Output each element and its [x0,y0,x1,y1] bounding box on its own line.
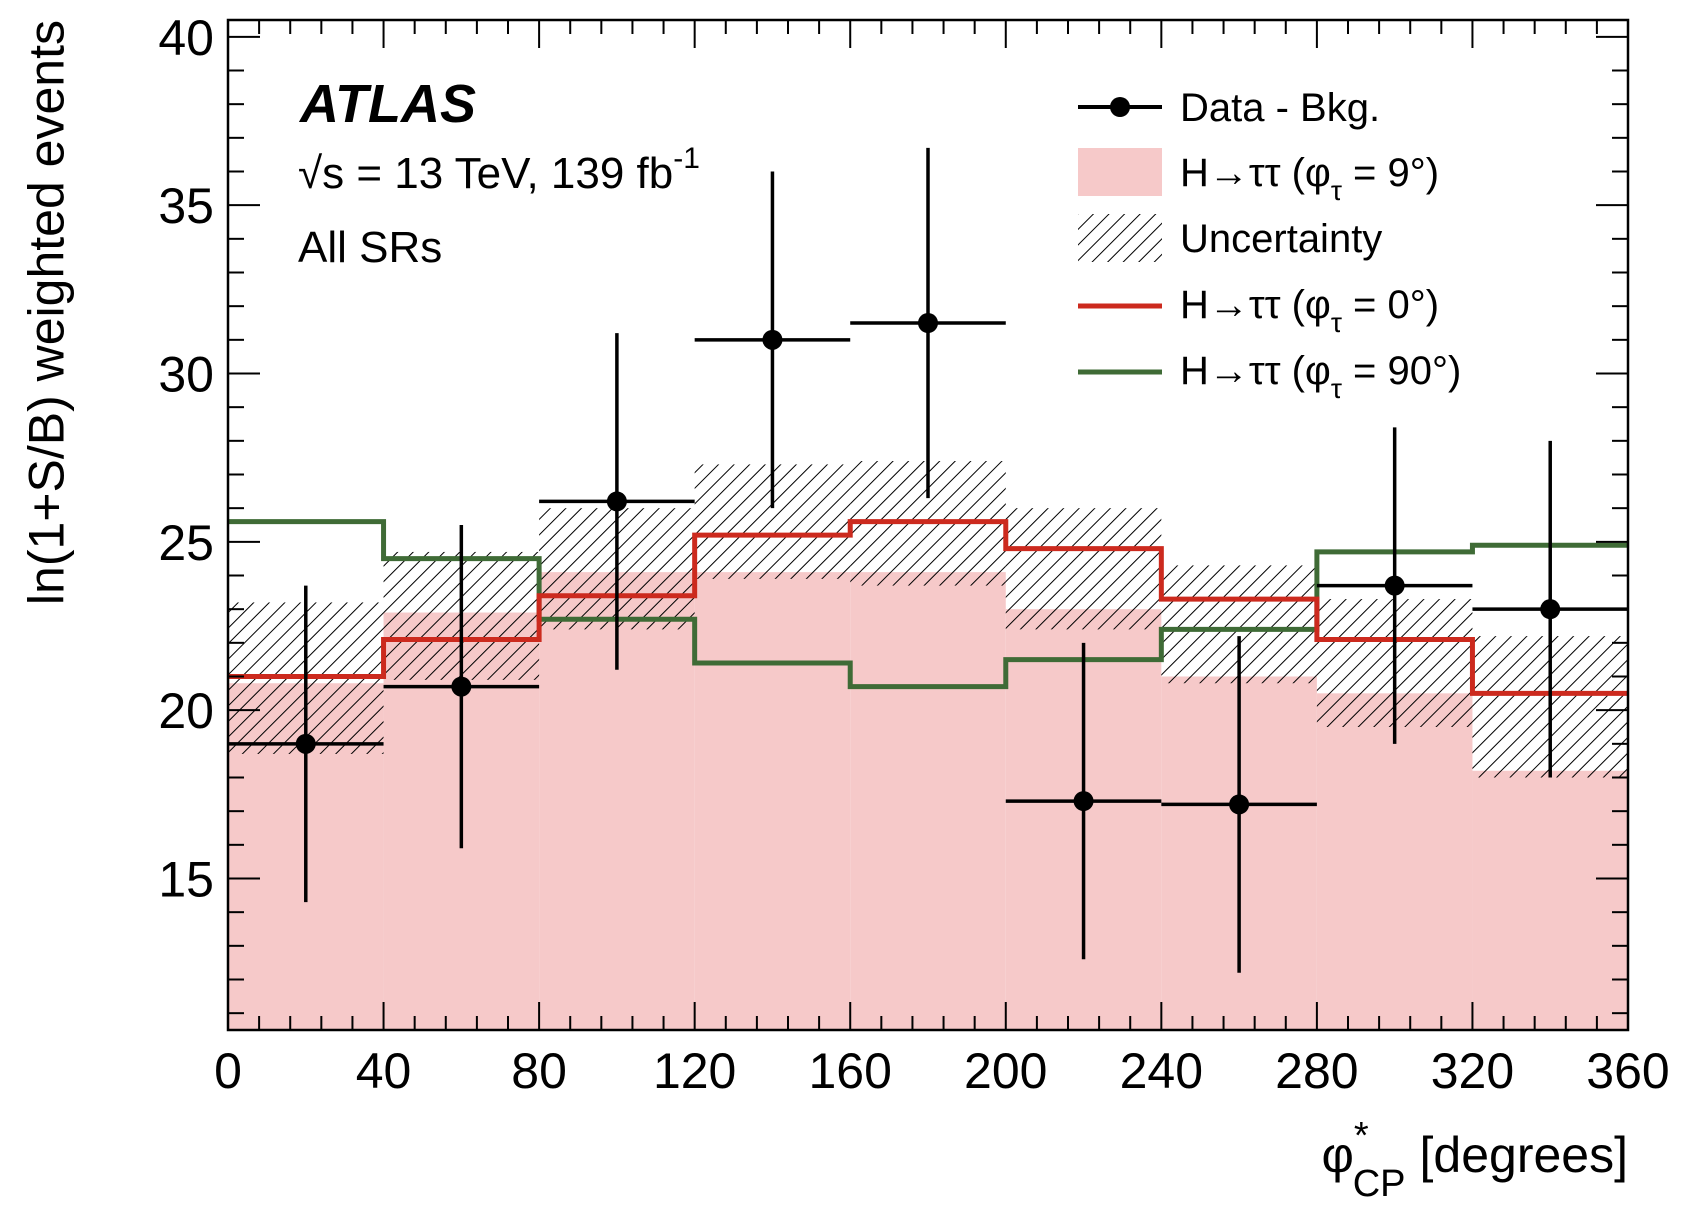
y-tick-label: 30 [158,347,214,403]
energy-text: √s = 13 TeV, 139 fb [298,149,673,198]
y-axis-title: ln(1+S/B) weighted events [19,20,75,605]
legend-signal-0-label: H→ττ (φτ = 0°) [1180,283,1439,338]
step-lines-layer [228,519,1628,696]
data-marker-1 [451,676,472,697]
energy-superscript: -1 [673,142,700,175]
legend-entry-signal-9: H→ττ (φτ = 9°) [1078,148,1439,206]
data-point-1 [383,525,540,849]
data-points-layer [228,147,1628,973]
legend-data-label: Data - Bkg. [1180,86,1380,130]
x-tick-label: 280 [1275,1043,1358,1099]
plot-frame [226,18,1630,1032]
data-marker-6 [1229,794,1250,815]
data-point-8 [1472,440,1628,778]
legend-data-marker [1110,97,1130,117]
x-tick-label: 80 [511,1043,567,1099]
data-point-7 [1316,427,1473,744]
y-tick-label: 25 [158,515,214,571]
legend-signal-0-sub: τ [1331,307,1342,338]
y-tick-label: 40 [158,10,214,66]
legend-signal-90-sub: τ [1331,373,1342,404]
x-tick-label: 240 [1120,1043,1203,1099]
data-marker-4 [918,313,938,333]
legend-entry-uncertainty: Uncertainty [1078,214,1382,262]
data-point-5 [1005,642,1162,960]
signal-fill-layer [228,572,1628,1030]
signal-bin-3 [694,572,851,1030]
legend-signal-9-sub: τ [1331,175,1342,206]
legend-signal-0-tail: = 0°) [1342,283,1439,327]
signal-bin-4 [850,572,1006,1030]
data-marker-0 [295,733,316,754]
y-tick-label: 20 [158,683,214,739]
legend-entry-signal-90: H→ττ (φτ = 90°) [1078,349,1461,404]
data-marker-2 [606,491,627,512]
legend-uncertainty-label: Uncertainty [1180,217,1382,261]
y-tick-labels: 15 20 25 30 35 40 [158,10,214,908]
uncertainty-bin-5 [1005,508,1162,630]
region-label: All SRs [298,223,442,272]
step-line-phi-0 [228,519,1628,696]
x-tick-label: 120 [653,1043,736,1099]
plot-area [228,147,1628,1030]
data-marker-5 [1073,791,1094,812]
data-point-0 [228,585,384,903]
x-tick-labels: 0 40 80 120 160 200 240 280 320 360 [214,1043,1670,1099]
legend-signal-9-label: H→ττ (φτ = 9°) [1180,151,1439,206]
x-axis-title: φ* CP [degrees] [1322,1115,1629,1205]
y-tick-label: 15 [158,852,214,908]
step-line-phi-90 [228,519,1628,690]
legend-uncertainty-swatch [1078,214,1162,262]
data-marker-3 [762,329,783,350]
data-marker-8 [1540,599,1561,620]
data-point-3 [694,171,851,509]
data-point-2 [539,333,695,670]
signal-bin-7 [1316,693,1473,1030]
x-tick-label: 160 [809,1043,892,1099]
x-tick-label: 0 [214,1043,242,1099]
x-axis-superscript: * [1354,1115,1369,1157]
legend-signal-0-main: H→ττ (φ [1180,283,1331,327]
data-point-6 [1161,636,1317,973]
legend-signal-90-main: H→ττ (φ [1180,349,1331,393]
experiment-label: ATLAS [298,74,476,134]
legend: Data - Bkg. H→ττ (φτ = 9°) Uncertainty H… [1078,86,1461,404]
data-point-4 [850,147,1006,499]
legend-signal-9-main: H→ττ (φ [1180,151,1331,195]
x-tick-label: 200 [964,1043,1047,1099]
legend-signal-90-label: H→ττ (φτ = 90°) [1180,349,1461,404]
x-tick-label: 360 [1586,1043,1669,1099]
energy-label: √s = 13 TeV, 139 fb-1 [298,142,700,198]
legend-signal-9-tail: = 9°) [1342,151,1439,195]
x-axis-label: [degrees] [1420,1127,1628,1183]
legend-entry-signal-0: H→ττ (φτ = 0°) [1078,283,1439,338]
legend-entry-data: Data - Bkg. [1078,86,1380,130]
axis-ticks [227,20,1629,1030]
legend-signal-9-swatch [1078,148,1162,196]
y-tick-label: 35 [158,178,214,234]
signal-bin-8 [1472,770,1628,1030]
x-axis-subscript: CP [1353,1163,1406,1205]
data-marker-7 [1384,575,1405,596]
x-axis-symbol: φ [1322,1127,1354,1183]
x-tick-label: 320 [1431,1043,1514,1099]
x-tick-label: 40 [356,1043,412,1099]
legend-signal-90-tail: = 90°) [1342,349,1461,393]
